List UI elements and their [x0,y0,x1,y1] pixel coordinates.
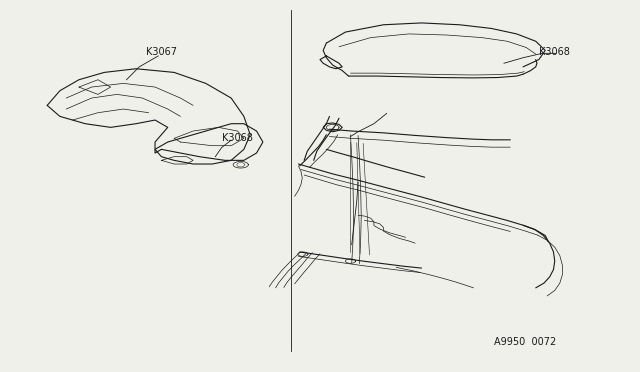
Text: K3068: K3068 [221,134,253,143]
Text: K3068: K3068 [539,47,570,57]
Text: K3067: K3067 [145,47,177,57]
Text: A9950  0072: A9950 0072 [495,337,557,347]
